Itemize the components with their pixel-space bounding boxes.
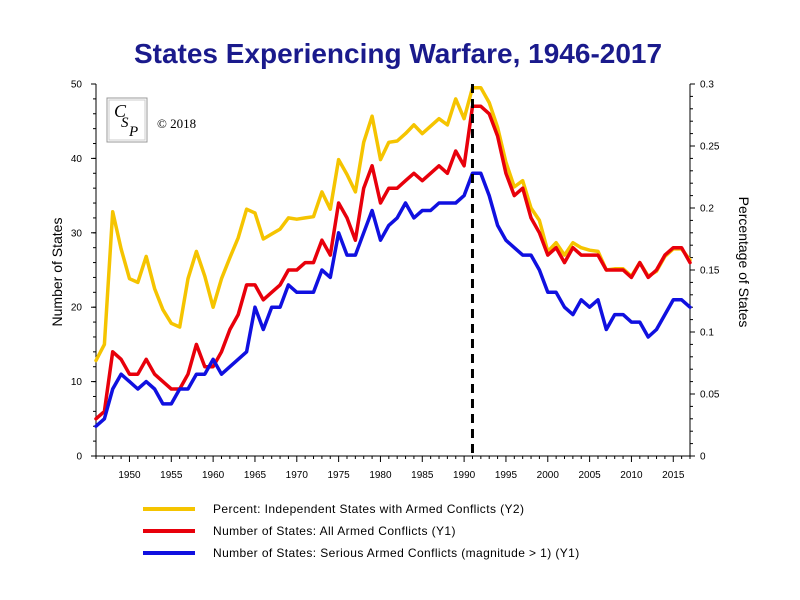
x-tick-label: 1970 xyxy=(286,470,309,481)
legend-label-3: Number of States: Serious Armed Conflict… xyxy=(213,546,580,560)
y2-tick-label: 0.1 xyxy=(700,328,714,339)
legend-label-1: Percent: Independent States with Armed C… xyxy=(213,502,524,516)
y-axis-label: Number of States xyxy=(49,218,65,327)
x-axis: 1950 1955 1960 1965 1970 1975 1980 1985 1990 1995… xyxy=(95,456,691,481)
y2-tick-label: 0 xyxy=(700,452,706,463)
series-lines xyxy=(94,85,692,428)
x-tick-label: 1990 xyxy=(453,470,476,481)
x-tick-label: 1975 xyxy=(327,470,350,481)
y2-axis-label: Percentage of States xyxy=(736,197,752,328)
x-tick-label: 1950 xyxy=(118,470,141,481)
y-tick-label: 0 xyxy=(76,452,82,463)
legend-label-2: Number of States: All Armed Conflicts (Y… xyxy=(213,524,456,538)
x-tick-label: 2000 xyxy=(537,470,560,481)
series-line-2 xyxy=(94,104,692,421)
y-tick-label: 20 xyxy=(71,303,83,314)
y-tick-label: 50 xyxy=(71,80,83,91)
y-tick-label: 30 xyxy=(71,228,83,239)
y-axis-right: 0 0.05 0.1 0.15 0.2 0.25 0.3 xyxy=(690,80,720,463)
x-tick-label: 1955 xyxy=(160,470,183,481)
y2-tick-label: 0.2 xyxy=(700,204,714,215)
y2-tick-label: 0.25 xyxy=(700,142,720,153)
x-tick-label: 2015 xyxy=(662,470,685,481)
copyright-text: © 2018 xyxy=(157,116,196,131)
logo: C S P xyxy=(106,97,148,143)
logo-c: C xyxy=(114,101,127,121)
x-tick-label: 1980 xyxy=(369,470,392,481)
logo-s: S xyxy=(121,115,129,131)
y2-tick-label: 0.3 xyxy=(700,80,714,91)
logo-p: P xyxy=(128,124,138,140)
y-tick-label: 10 xyxy=(71,377,83,388)
chart-title: States Experiencing Warfare, 1946-2017 xyxy=(134,38,662,69)
series-line-3 xyxy=(94,171,692,428)
x-tick-label: 2010 xyxy=(620,470,643,481)
x-tick-label: 2005 xyxy=(578,470,601,481)
x-tick-label: 1995 xyxy=(495,470,518,481)
legend: Percent: Independent States with Armed C… xyxy=(143,502,580,560)
y2-tick-label: 0.05 xyxy=(700,390,720,401)
x-tick-label: 1965 xyxy=(244,470,267,481)
x-tick-label: 1960 xyxy=(202,470,225,481)
x-tick-label: 1985 xyxy=(411,470,434,481)
y-tick-label: 40 xyxy=(71,154,83,165)
y-axis-left: 0 10 20 30 40 50 xyxy=(71,80,96,463)
y2-tick-label: 0.15 xyxy=(700,266,720,277)
plot-area xyxy=(95,84,691,457)
series-line-1 xyxy=(94,85,692,363)
